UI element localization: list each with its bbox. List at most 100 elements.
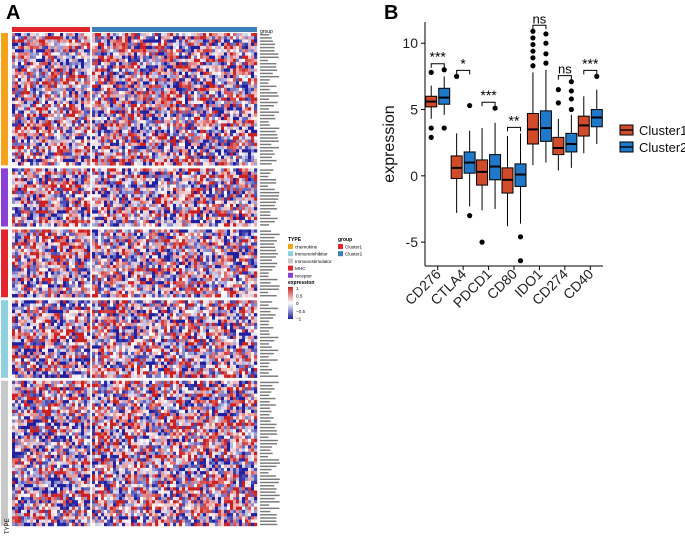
- legend-item-cluster2: Cluster2: [620, 140, 685, 155]
- outlier-point: [467, 213, 472, 218]
- outlier-point: [429, 70, 434, 75]
- x-tick-label-cd40: CD40: [560, 266, 597, 303]
- legend-label-chemokine: chemokine: [295, 245, 318, 250]
- legend-label-receptor: receptor: [295, 273, 312, 278]
- box-iqr: [566, 133, 577, 152]
- outlier-point: [530, 55, 535, 60]
- outlier-point: [518, 234, 523, 239]
- box-iqr: [439, 88, 450, 104]
- y-tick-label: -5: [406, 234, 419, 250]
- legend-type-title: TYPE: [288, 237, 302, 243]
- legend-swatch-chemokine: [288, 244, 293, 249]
- legend-expression-tick: 1: [296, 286, 299, 291]
- legend-swatch-cluster2: [338, 251, 343, 256]
- outlier-point: [429, 135, 434, 140]
- legend-expression-tick: 0.5: [296, 294, 303, 299]
- box-cluster2-cd276: [439, 67, 450, 131]
- outlier-point: [479, 240, 484, 245]
- outlier-point: [530, 42, 535, 47]
- group-annotation-bar: [12, 27, 257, 32]
- group-bar-cluster2: [92, 27, 257, 32]
- heatmap-type-axis-label: TYPE: [5, 518, 11, 534]
- significance-label: ***: [582, 55, 599, 71]
- outlier-point: [543, 51, 548, 56]
- legend-label: Cluster2: [639, 140, 685, 155]
- outlier-point: [569, 79, 574, 84]
- legend-label-mhc: MHC: [295, 266, 306, 271]
- outlier-point: [556, 100, 561, 105]
- significance-label: ns: [533, 11, 547, 26]
- box-cluster1-ctla4: [451, 74, 462, 213]
- legend-expression-colorbar: [288, 287, 293, 319]
- outlier-point: [442, 125, 447, 130]
- outlier-point: [518, 258, 523, 263]
- legend-swatch-immunoinhibitor: [288, 251, 293, 256]
- outlier-point: [594, 74, 599, 79]
- type-bar-immunoinhibitor: [1, 300, 8, 377]
- heatmap-legend: TYPE chemokine Immunoinhibitor Immunostimul…: [288, 237, 363, 321]
- type-bar-mhc: [1, 229, 8, 297]
- group-bar-cluster1: [12, 27, 90, 32]
- heatmap-row-labels: [260, 34, 280, 525]
- outlier-point: [556, 87, 561, 92]
- legend-label-immunostimulator: Immunostimulator: [295, 259, 332, 264]
- outlier-point: [569, 88, 574, 93]
- legend-label: Cluster1: [639, 123, 685, 138]
- box-iqr: [553, 137, 564, 154]
- significance-label: ***: [430, 49, 447, 65]
- legend-expression-title: expression: [288, 280, 314, 286]
- box-cluster1-ido1: [527, 29, 538, 166]
- legend-item-cluster1: Cluster1: [620, 123, 685, 138]
- type-bar-immunostimulator: [1, 381, 8, 526]
- heatmap-figure: group TYPE TYPE chemokine Immunoinhibitor I…: [0, 0, 380, 541]
- legend-swatch-mhc: [288, 266, 293, 271]
- boxplot-chart: -50510expressionCD276***CTLA4*PDCD1***CD…: [380, 0, 685, 541]
- box-cluster1-cd40: [578, 96, 589, 153]
- legend-expression-tick: 0: [296, 301, 299, 306]
- outlier-point: [429, 125, 434, 130]
- legend-swatch-cluster1: [338, 244, 343, 249]
- type-annotation-bar: [1, 33, 8, 526]
- significance-label: *: [460, 55, 466, 71]
- box-cluster1-pdcd1: [477, 128, 488, 245]
- outlier-point: [454, 74, 459, 79]
- y-tick-label: 10: [402, 35, 418, 51]
- legend-swatch-immunostimulator: [288, 258, 293, 263]
- legend-group-title: group: [338, 237, 352, 243]
- outlier-point: [530, 29, 535, 34]
- outlier-point: [543, 31, 548, 36]
- legend-label-cluster2: Cluster2: [345, 252, 363, 257]
- outlier-point: [543, 41, 548, 46]
- type-bar-chemokine: [1, 33, 8, 165]
- heatmap-panel: group TYPE TYPE chemokine Immunoinhibitor I…: [0, 0, 380, 541]
- outlier-point: [467, 103, 472, 108]
- outlier-point: [442, 67, 447, 72]
- significance-label: ns: [558, 62, 572, 77]
- box-cluster2-cd40: [591, 74, 602, 144]
- y-tick-label: 0: [410, 168, 418, 184]
- box-cluster2-cd80: [515, 133, 526, 263]
- box-cluster1-cd276: [426, 70, 437, 140]
- significance-label: **: [509, 112, 520, 128]
- outlier-point: [530, 63, 535, 68]
- outlier-point: [492, 106, 497, 111]
- significance-label: ***: [480, 87, 497, 103]
- legend-label-immunoinhibitor: Immunoinhibitor: [295, 252, 328, 257]
- heatmap-cells: [12, 33, 257, 526]
- legend-expression-tick: −1: [296, 316, 302, 321]
- box-cluster2-ido1: [540, 31, 551, 162]
- box-cluster2-ctla4: [464, 103, 475, 218]
- outlier-point: [530, 49, 535, 54]
- y-axis-label: expression: [381, 105, 398, 182]
- outlier-point: [543, 61, 548, 66]
- legend-expression-tick: −0.5: [296, 309, 306, 314]
- box-cluster1-cd274: [553, 87, 564, 170]
- box-cluster2-pdcd1: [490, 106, 501, 209]
- box-cluster1-cd80: [502, 136, 513, 226]
- box-cluster2-cd274: [566, 79, 577, 168]
- legend-swatch-receptor: [288, 273, 293, 278]
- outlier-point: [569, 107, 574, 112]
- outlier-point: [569, 96, 574, 101]
- y-tick-label: 5: [410, 102, 418, 118]
